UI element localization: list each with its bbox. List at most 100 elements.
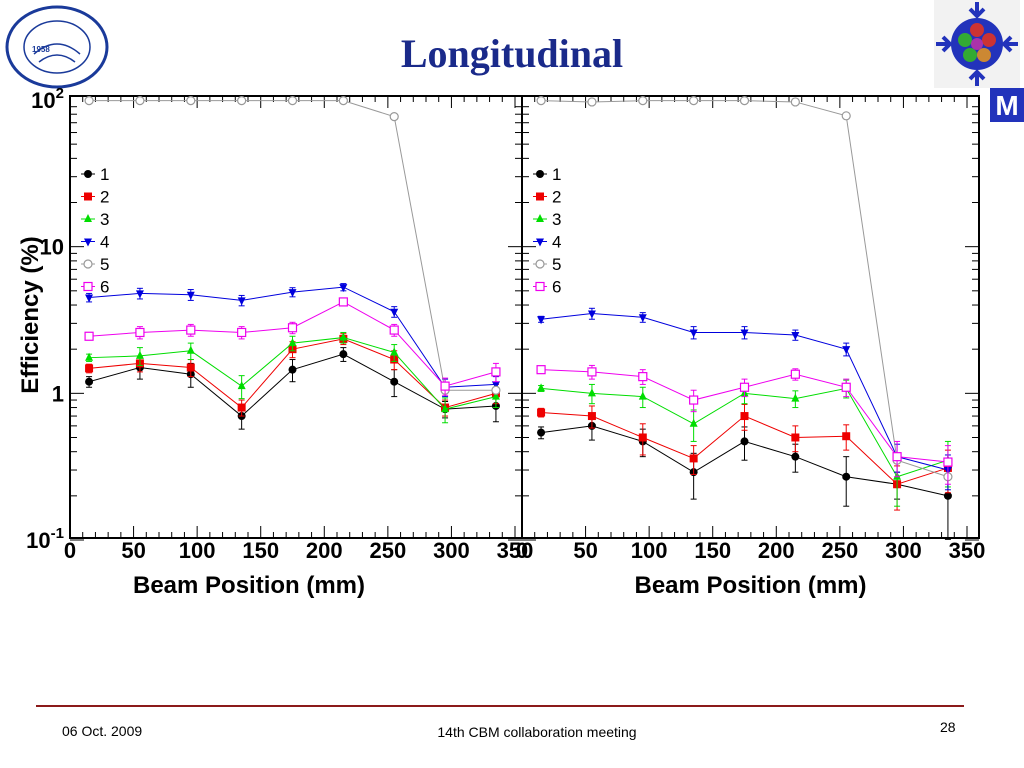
legend-marker (536, 238, 544, 247)
data-point (537, 408, 546, 417)
data-point (85, 294, 94, 303)
data-point (135, 327, 145, 338)
data-point (537, 316, 546, 325)
legend-marker (536, 192, 544, 201)
footer-date: 06 Oct. 2009 (62, 723, 143, 739)
data-point (689, 395, 699, 405)
series-3 (85, 331, 500, 424)
legend-label: 3 (552, 210, 561, 229)
legend-label: 5 (100, 255, 109, 274)
plot-frame (521, 95, 980, 539)
data-point (441, 404, 450, 413)
data-point (390, 377, 399, 386)
legend-marker (84, 192, 92, 201)
data-point (740, 437, 749, 446)
data-point (638, 433, 647, 442)
data-point (536, 96, 546, 106)
data-point (287, 323, 298, 333)
data-point (237, 96, 247, 106)
legend-label: 1 (552, 165, 561, 184)
data-point (587, 412, 596, 421)
data-point (85, 377, 94, 386)
data-point (237, 327, 247, 338)
x-tick-label: 50 (573, 538, 597, 563)
data-point (689, 96, 699, 106)
data-point (186, 96, 196, 106)
data-point (288, 365, 297, 374)
legend-marker (84, 238, 92, 247)
legend-marker (535, 281, 545, 292)
data-point (791, 433, 800, 442)
data-point (638, 372, 648, 382)
data-point (842, 472, 851, 481)
data-point (288, 338, 297, 347)
data-point (491, 385, 501, 395)
data-point (943, 457, 953, 467)
series-1 (85, 347, 500, 430)
data-point (440, 381, 450, 391)
chart-panel-2: 0 50 100 150 200 250 300 350 Beam Position (mm) 1… (516, 95, 986, 599)
y-tick-label: 102 (31, 85, 64, 113)
x-tick-label: 250 (821, 538, 858, 563)
data-point (689, 418, 698, 427)
x-tick-label: 200 (306, 538, 343, 563)
data-point (338, 96, 348, 106)
plot-frame (69, 95, 523, 539)
data-point (84, 331, 94, 341)
data-point (689, 329, 698, 338)
data-point (791, 452, 800, 461)
x-tick-label: 350 (949, 538, 986, 563)
x-tick-label: 0 (516, 538, 528, 563)
seal-year: 1958 (32, 45, 50, 54)
x-tick-label: 50 (121, 538, 145, 563)
data-point (892, 452, 902, 462)
data-point (85, 364, 94, 373)
legend-marker (536, 170, 544, 178)
data-point (790, 369, 800, 379)
data-point (537, 428, 546, 437)
slide-title: Longitudinal (400, 31, 624, 76)
data-point (186, 363, 195, 372)
x-tick-label: 100 (179, 538, 216, 563)
legend-label: 3 (100, 210, 109, 229)
legend-marker (84, 214, 92, 222)
series-6 (536, 364, 953, 485)
data-point (740, 329, 749, 338)
x-tick-label: 100 (631, 538, 668, 563)
x-tick-label: 350 (497, 538, 534, 563)
data-point (790, 97, 800, 107)
data-point (135, 290, 144, 299)
data-point (237, 297, 246, 306)
data-point (537, 383, 546, 392)
data-point (638, 391, 647, 400)
legend-marker (536, 214, 544, 222)
university-seal-icon: 1958 (5, 5, 109, 89)
data-point (491, 367, 501, 377)
x-tick-label: 200 (758, 538, 795, 563)
data-point (85, 352, 94, 361)
data-point (288, 289, 297, 298)
data-point (84, 96, 94, 106)
data-point (135, 96, 145, 106)
data-point (491, 381, 500, 390)
data-point (841, 382, 851, 392)
data-point (491, 391, 500, 400)
x-tick-label: 250 (369, 538, 406, 563)
data-point (587, 310, 596, 319)
data-point (791, 331, 800, 340)
legend-marker (83, 259, 93, 269)
data-point (740, 412, 749, 421)
legend-marker (84, 170, 92, 178)
legend-label: 4 (100, 233, 109, 252)
data-point (287, 96, 298, 106)
data-point (638, 96, 648, 106)
legend-label: 6 (552, 278, 561, 297)
data-point (339, 284, 348, 293)
data-point (389, 325, 399, 335)
data-point (536, 365, 546, 375)
data-point (390, 308, 399, 317)
data-point (339, 332, 348, 341)
legend-label: 6 (100, 278, 109, 297)
data-point (186, 291, 195, 300)
legend-label: 2 (552, 188, 561, 207)
